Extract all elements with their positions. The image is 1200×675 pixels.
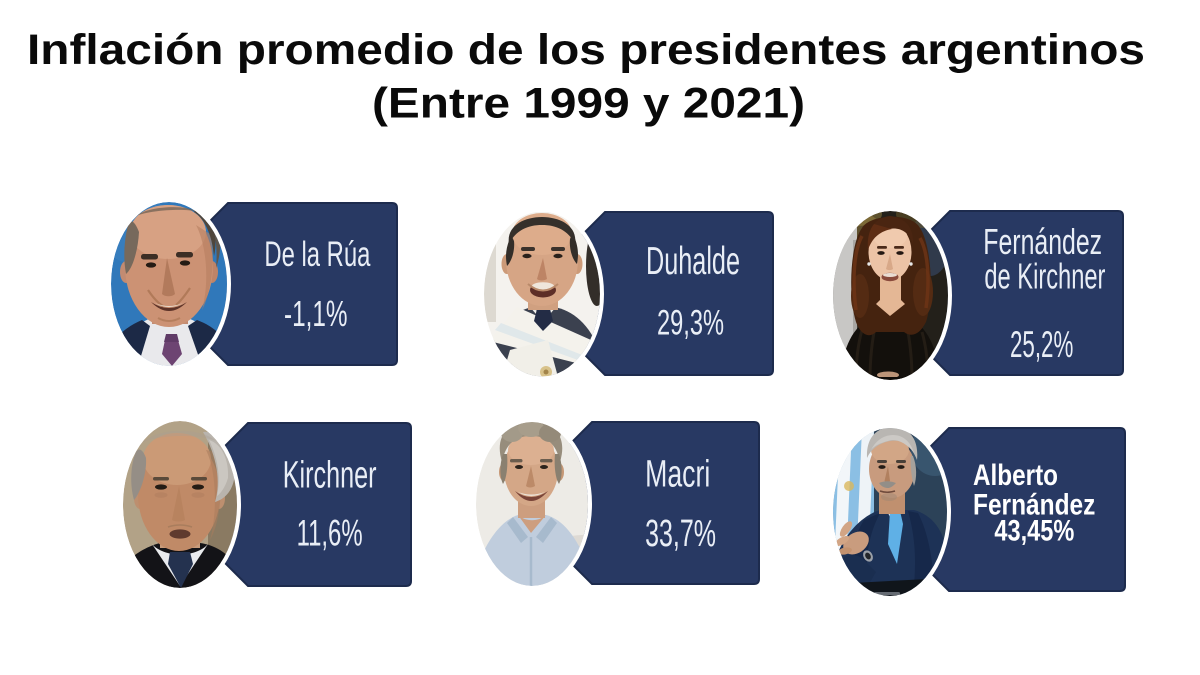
svg-text:-1,1%: -1,1%: [284, 293, 348, 334]
svg-text:33,7%: 33,7%: [645, 513, 716, 555]
svg-text:11,6%: 11,6%: [297, 513, 363, 554]
svg-text:Inflación promedio de los pres: Inflación promedio de los presidentes ar…: [27, 26, 1145, 74]
svg-text:De la Rúa: De la Rúa: [264, 235, 370, 274]
svg-text:Alberto: Alberto: [973, 459, 1058, 492]
svg-text:Macri: Macri: [645, 454, 710, 496]
svg-text:Duhalde: Duhalde: [646, 240, 740, 283]
svg-text:Kirchner: Kirchner: [283, 455, 377, 497]
svg-text:de Kirchner: de Kirchner: [984, 255, 1105, 296]
svg-text:Fernández: Fernández: [983, 221, 1102, 262]
svg-text:25,2%: 25,2%: [1010, 324, 1073, 365]
svg-text:Fernández: Fernández: [973, 488, 1095, 521]
svg-text:29,3%: 29,3%: [657, 304, 724, 343]
svg-text:43,45%: 43,45%: [994, 514, 1074, 547]
svg-text:(Entre 1999 y 2021): (Entre 1999 y 2021): [372, 80, 805, 128]
